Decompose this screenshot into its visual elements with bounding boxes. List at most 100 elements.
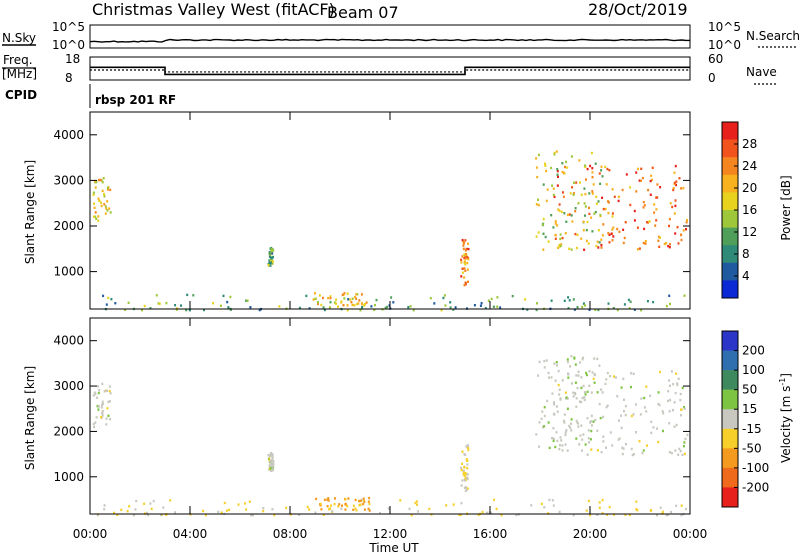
- scatter-cell: [314, 511, 317, 514]
- scatter-cell: [355, 297, 358, 300]
- scatter-cell: [481, 510, 484, 514]
- scatter-cell: [563, 413, 566, 416]
- scatter-cell: [546, 399, 549, 403]
- scatter-cell: [604, 382, 607, 386]
- scatter-cell: [649, 394, 652, 397]
- scatter-cell: [547, 371, 550, 375]
- scatter-cell: [591, 230, 594, 233]
- scatter-cell: [583, 164, 586, 167]
- scatter-cell: [582, 433, 585, 436]
- scatter-cell: [552, 193, 555, 197]
- scatter-cell: [106, 186, 109, 189]
- scatter-cell: [576, 233, 579, 237]
- power-colorbar-ticks: 28 24 20 16 12 8 4: [734, 137, 757, 283]
- scatter-cell: [298, 306, 301, 310]
- scatter-cell: [358, 499, 360, 503]
- scatter-cell: [650, 431, 653, 435]
- scatter-cell: [595, 202, 598, 205]
- scatter-cell: [575, 405, 578, 408]
- scatter-cell: [269, 259, 272, 262]
- scatter-cell: [466, 487, 469, 490]
- scatter-cell: [262, 509, 265, 513]
- scatter-cell: [540, 417, 543, 421]
- scatter-cell: [545, 199, 548, 203]
- scatter-cell: [557, 369, 560, 373]
- scatter-cell: [362, 499, 365, 502]
- scatter-cell: [106, 209, 109, 212]
- scatter-cell: [600, 243, 603, 247]
- scatter-cell: [244, 502, 247, 505]
- scatter-cell: [552, 439, 555, 443]
- scatter-cell: [633, 308, 636, 311]
- scatter-cell: [676, 226, 679, 229]
- scatter-cell: [601, 391, 604, 394]
- scatter-cell: [594, 308, 597, 312]
- scatter-cell: [566, 166, 569, 169]
- scatter-cell: [223, 501, 226, 505]
- freq-unit-label: [MHz]: [2, 67, 37, 81]
- scatter-cell: [268, 458, 271, 461]
- scatter-cell: [485, 511, 488, 514]
- scatter-cell: [618, 437, 621, 440]
- scatter-cell: [670, 510, 673, 514]
- scatter-cell: [98, 388, 101, 392]
- scatter-cell: [621, 446, 624, 449]
- velocity-colorbar-label: Velocity [m s-1]: [778, 373, 793, 463]
- scatter-cell: [590, 151, 593, 155]
- scatter-cell: [642, 200, 645, 204]
- scatter-cell: [575, 419, 578, 423]
- scatter-cell: [611, 188, 614, 191]
- scatter-cell: [462, 244, 465, 247]
- scatter-cell: [107, 400, 110, 404]
- scatter-cell: [594, 418, 597, 422]
- y-tick-label: 2000: [53, 424, 84, 438]
- scatter-cell: [572, 298, 575, 301]
- scatter-cell: [554, 222, 557, 225]
- date-label: 28/Oct/2019: [588, 0, 688, 19]
- scatter-cell: [621, 188, 624, 192]
- scatter-cell: [95, 217, 98, 220]
- scatter-cell: [566, 360, 569, 364]
- scatter-cell: [466, 467, 469, 470]
- scatter-cell: [683, 407, 686, 410]
- scatter-cell: [347, 497, 350, 500]
- scatter-cell: [440, 309, 443, 312]
- scatter-cell: [352, 508, 355, 511]
- scatter-cell: [467, 257, 470, 261]
- scatter-cell: [597, 200, 600, 203]
- scatter-cell: [342, 293, 345, 296]
- scatter-cell: [665, 513, 668, 517]
- scatter-cell: [565, 396, 568, 399]
- scatter-cell: [612, 307, 615, 310]
- scatter-cell: [630, 385, 632, 389]
- velocity-y-ticks: 1000 2000 3000 4000: [53, 334, 690, 484]
- scatter-cell: [652, 300, 655, 304]
- scatter-cell: [97, 391, 100, 395]
- scatter-cell: [567, 376, 570, 379]
- scatter-cell: [583, 391, 586, 394]
- scatter-cell: [551, 392, 554, 395]
- scatter-cell: [490, 511, 493, 514]
- scatter-cell: [484, 307, 487, 310]
- scatter-cell: [350, 300, 353, 304]
- scatter-cell: [543, 406, 546, 409]
- scatter-cell: [592, 183, 595, 186]
- scatter-cell: [670, 370, 673, 373]
- scatter-cell: [463, 284, 466, 287]
- scatter-cell: [270, 248, 273, 251]
- scatter-cell: [588, 212, 591, 216]
- scatter-cell: [466, 459, 469, 462]
- scatter-cell: [577, 370, 580, 373]
- scatter-cell: [102, 177, 105, 180]
- x-axis-label: Time UT: [368, 541, 419, 554]
- scatter-cell: [574, 393, 577, 396]
- scatter-cell: [661, 410, 664, 413]
- scatter-cell: [582, 220, 585, 223]
- power-colorbar: 28 24 20 16 12 8 4 Power [dB]: [721, 121, 793, 299]
- scatter-cell: [575, 437, 578, 440]
- scatter-cell: [668, 294, 671, 297]
- scatter-cell: [495, 507, 498, 511]
- scatter-cell: [407, 306, 410, 309]
- scatter-cell: [600, 246, 603, 249]
- scatter-cell: [333, 301, 336, 304]
